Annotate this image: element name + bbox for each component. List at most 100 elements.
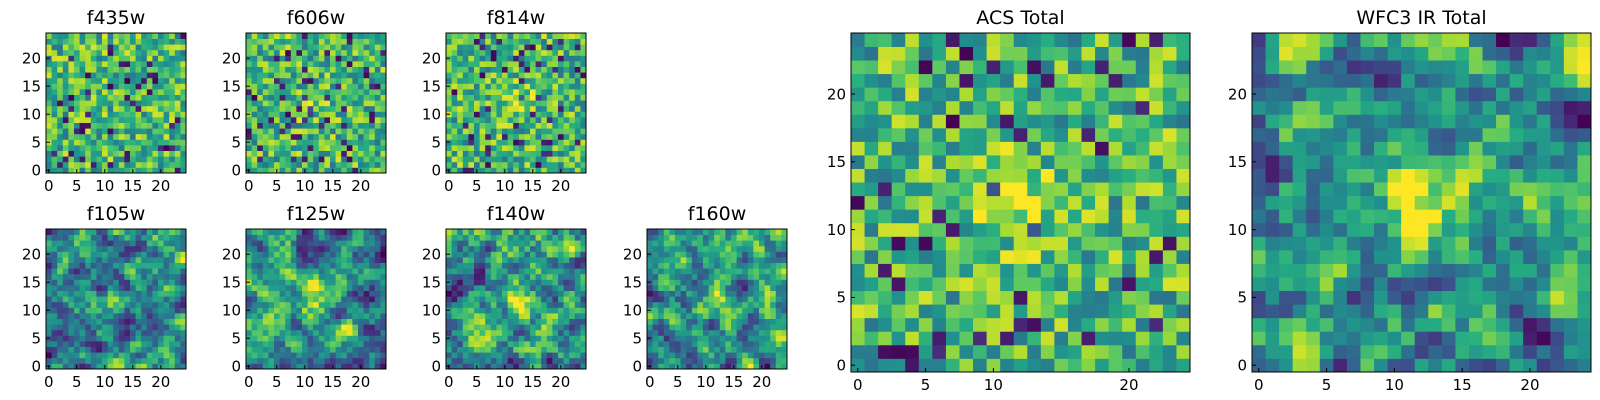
heatmap-cell	[318, 234, 325, 241]
heatmap-cell	[363, 89, 370, 95]
heatmap-cell	[324, 77, 331, 84]
heatmap-cell	[279, 83, 286, 90]
heatmap-cell	[146, 61, 153, 67]
heatmap-cell	[46, 262, 52, 269]
heatmap-cell	[324, 156, 331, 163]
heatmap-cell	[313, 167, 320, 174]
heatmap-cell	[141, 133, 148, 140]
heatmap-cell	[524, 156, 531, 163]
heatmap-cell	[485, 307, 492, 314]
heatmap-cell	[124, 324, 131, 331]
heatmap-cell	[485, 313, 492, 319]
heatmap-cell	[462, 346, 469, 353]
heatmap-cell	[85, 257, 92, 263]
y-tick-label: 15	[22, 77, 41, 95]
heatmap-cell	[346, 307, 353, 314]
heatmap-cell	[135, 307, 142, 314]
heatmap-cell	[1081, 236, 1096, 251]
heatmap-cell	[296, 94, 303, 101]
heatmap-cell	[85, 111, 92, 118]
heatmap-cell	[736, 352, 743, 359]
heatmap-cell	[479, 122, 486, 129]
heatmap-cell	[563, 313, 570, 319]
heatmap-cell	[959, 263, 974, 278]
heatmap-cell	[79, 279, 86, 286]
heatmap-cell	[257, 357, 264, 364]
heatmap-cell	[369, 346, 376, 353]
heatmap-cell	[485, 89, 492, 95]
heatmap-cell	[141, 111, 148, 118]
panel-title: f140w	[487, 203, 546, 225]
heatmap-cell	[1040, 127, 1055, 142]
heatmap-cell	[451, 290, 458, 297]
heatmap-cell	[524, 307, 531, 314]
heatmap-cell	[658, 257, 665, 263]
heatmap-cell	[346, 161, 353, 168]
heatmap-cell	[124, 156, 131, 163]
heatmap-cell	[446, 290, 452, 297]
heatmap-cell	[558, 139, 564, 146]
heatmap-cell	[113, 150, 120, 157]
heatmap-cell	[1081, 290, 1096, 305]
heatmap-cell	[1054, 344, 1069, 359]
heatmap-cell	[113, 77, 120, 84]
heatmap-cell	[352, 296, 359, 303]
heatmap-cell	[90, 77, 97, 84]
heatmap-cell	[714, 363, 721, 370]
heatmap-cell	[102, 38, 108, 45]
heatmap-cell	[507, 66, 514, 73]
heatmap-cell	[124, 229, 131, 235]
heatmap-cell	[346, 318, 353, 325]
heatmap-cell	[262, 307, 269, 314]
heatmap-cell	[563, 167, 570, 174]
heatmap-cell	[580, 335, 587, 342]
heatmap-cell	[652, 301, 659, 308]
heatmap-cell	[57, 251, 64, 258]
heatmap-cell	[502, 268, 508, 275]
heatmap-cell	[324, 61, 331, 67]
heatmap-cell	[152, 49, 159, 56]
heatmap-cell	[307, 301, 314, 308]
heatmap-cell	[257, 167, 264, 174]
heatmap-cell	[496, 352, 503, 359]
heatmap-cell	[163, 128, 170, 135]
heatmap-cell	[158, 33, 164, 39]
heatmap-cell	[1013, 344, 1028, 359]
heatmap-cell	[130, 290, 136, 297]
heatmap-cell	[302, 341, 308, 347]
heatmap-cell	[959, 358, 974, 373]
heatmap-cell	[468, 161, 475, 168]
heatmap-cell	[268, 100, 275, 107]
heatmap-cell	[90, 128, 97, 135]
heatmap-cell	[169, 262, 176, 269]
heatmap-cell	[330, 61, 336, 67]
heatmap-cell	[686, 335, 693, 342]
heatmap-cell	[770, 363, 777, 370]
heatmap-cell	[703, 257, 709, 263]
heatmap-cell	[490, 72, 497, 79]
heatmap-cell	[363, 245, 370, 252]
heatmap-cell	[580, 245, 587, 252]
heatmap-cell	[474, 240, 480, 247]
heatmap-cell	[546, 296, 553, 303]
heatmap-cell	[257, 128, 264, 135]
heatmap-cell	[1108, 344, 1123, 359]
heatmap-cell	[169, 324, 176, 331]
heatmap-cell	[180, 262, 187, 269]
heatmap-cell	[346, 94, 353, 101]
heatmap-cell	[580, 262, 587, 269]
heatmap-cell	[251, 145, 258, 151]
heatmap-cell	[502, 77, 508, 84]
heatmap-cell	[113, 268, 120, 275]
heatmap-cell	[296, 55, 303, 62]
heatmap-cells	[446, 229, 587, 370]
heatmap-cell	[141, 324, 148, 331]
heatmap-cell	[731, 273, 737, 280]
heatmap-cell	[68, 335, 75, 342]
heatmap-cell	[74, 307, 80, 314]
heatmap-cell	[703, 329, 709, 336]
heatmap-cell	[90, 111, 97, 118]
heatmap-cell	[163, 49, 170, 56]
heatmap-cell	[775, 352, 782, 359]
heatmap-cell	[68, 94, 75, 101]
